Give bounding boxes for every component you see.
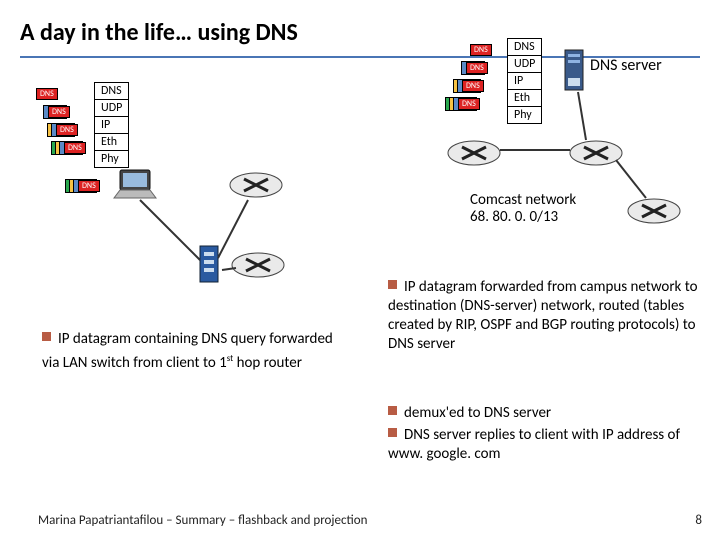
slide: A day in the life… using DNS DNS UDP IP … bbox=[0, 0, 720, 540]
bullet-box-icon bbox=[388, 428, 397, 437]
comcast-line1: Comcast network bbox=[470, 192, 576, 209]
footer-text: Marina Papatriantafilou – Summary – flas… bbox=[38, 513, 367, 528]
bullet-text: DNS server replies to client with IP add… bbox=[388, 426, 680, 463]
bullet-text: IP datagram containing DNS query forward… bbox=[42, 330, 333, 372]
bullet-box-icon bbox=[42, 332, 51, 341]
bullet-text: demux'ed to DNS server bbox=[404, 404, 551, 422]
page-number: 8 bbox=[695, 513, 702, 528]
bullet-text: IP datagram forwarded from campus networ… bbox=[388, 278, 698, 353]
comcast-network-label: Comcast network 68. 80. 0. 0/13 bbox=[470, 192, 576, 226]
bullet-box-icon bbox=[388, 280, 397, 289]
bullet-box-icon bbox=[388, 406, 397, 415]
bullet-right2: demux'ed to DNS server bbox=[388, 404, 700, 423]
bullet-left: IP datagram containing DNS query forward… bbox=[42, 330, 352, 373]
bullet-right3: DNS server replies to client with IP add… bbox=[388, 426, 700, 464]
comcast-line2: 68. 80. 0. 0/13 bbox=[470, 209, 576, 226]
bullet-right1: IP datagram forwarded from campus networ… bbox=[388, 278, 700, 354]
